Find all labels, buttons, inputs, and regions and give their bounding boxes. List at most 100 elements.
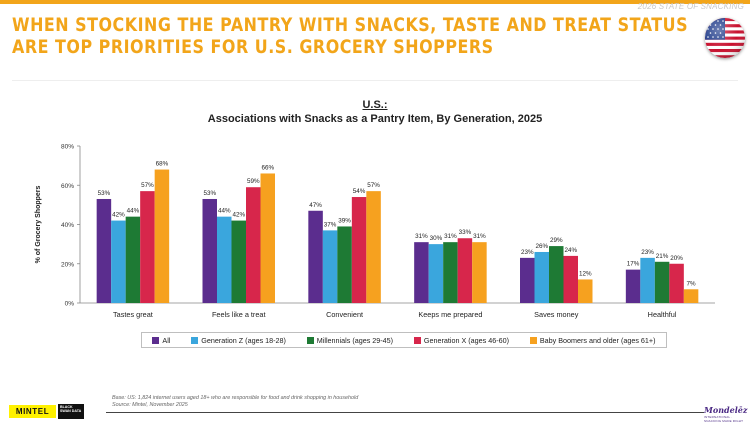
slide-tag: 2026 STATE OF SNACKING: [637, 2, 744, 11]
bar: [140, 191, 155, 303]
bar: [337, 226, 352, 303]
data-label: 29%: [550, 237, 563, 244]
bar: [308, 210, 323, 303]
data-label: 31%: [444, 233, 457, 240]
mondelez-logo: Mondelēz: [704, 405, 748, 415]
data-label: 24%: [564, 247, 577, 254]
footnote: Base: US: 1,824 internet users aged 18+ …: [112, 395, 358, 410]
data-label: 31%: [473, 233, 486, 240]
bar: [351, 197, 367, 303]
bar: [414, 242, 429, 303]
bar: [322, 230, 338, 303]
legend-label: Generation Z (ages 18-28): [201, 335, 286, 345]
data-label: 53%: [98, 190, 111, 197]
data-label: 59%: [247, 178, 260, 185]
data-label: 66%: [261, 164, 274, 171]
bar: [96, 198, 112, 303]
legend-swatch: [191, 336, 199, 344]
top-accent-bar: [0, 0, 750, 4]
bar: [443, 242, 458, 303]
bar: [654, 261, 670, 303]
bar: [111, 220, 126, 303]
x-tick-label: Saves money: [534, 310, 579, 319]
bar: [534, 251, 549, 303]
bar: [472, 242, 487, 303]
headline: WHEN STOCKING THE PANTRY WITH SNACKS, TA…: [12, 15, 689, 59]
bar: [549, 246, 564, 303]
legend-label: Baby Boomers and older (ages 61+): [539, 335, 656, 345]
data-label: 44%: [127, 208, 140, 215]
bar: [428, 244, 444, 303]
x-tick-label: Healthful: [648, 310, 677, 319]
data-label: 42%: [232, 212, 245, 219]
bar: [260, 173, 275, 303]
mintel-logo: MINTEL: [9, 405, 56, 418]
bar: [246, 187, 261, 303]
y-tick-label: 0%: [65, 301, 75, 308]
bar: [231, 220, 246, 303]
bar: [625, 269, 641, 303]
footnote-base: Base: US: 1,824 internet users aged 18+ …: [112, 395, 359, 401]
bar: [578, 279, 593, 303]
legend-swatch: [306, 336, 314, 344]
legend-label: Generation X (ages 46-60): [423, 335, 510, 345]
data-label: 44%: [218, 208, 231, 215]
data-label: 47%: [309, 202, 322, 209]
data-label: 30%: [430, 235, 443, 242]
data-label: 33%: [459, 229, 472, 236]
mondelez-logo-tagline: INTERNATIONAL · SNACKING MADE RIGHT: [704, 415, 744, 423]
data-label: 26%: [535, 243, 548, 250]
chart-subtitle: Associations with Snacks as a Pantry Ite…: [207, 113, 543, 125]
data-label: 31%: [415, 233, 428, 240]
bar: [202, 198, 217, 303]
bar: [217, 216, 232, 303]
legend-swatch: [152, 336, 160, 344]
us-flag-icon: [705, 18, 745, 58]
legend-item: Generation X (ages 46-60): [413, 335, 510, 345]
bar: [669, 263, 684, 303]
chart-title: U.S.:: [362, 99, 388, 111]
data-label: 53%: [203, 190, 216, 197]
headline-line-1: WHEN STOCKING THE PANTRY WITH SNACKS, TA…: [12, 15, 689, 36]
legend-item: All: [152, 336, 170, 345]
bar: [520, 257, 535, 303]
legend-item: Generation Z (ages 18-28): [191, 336, 286, 345]
black-swan-logo: BLACK SWAN DATA: [58, 404, 84, 419]
chart-legend: All Generation Z (ages 18-28) Millennials …: [141, 332, 667, 348]
x-tick-label: Feels like a treat: [212, 310, 266, 319]
bar: [683, 289, 699, 303]
x-tick-label: Tastes great: [113, 310, 153, 319]
data-label: 39%: [338, 217, 351, 224]
data-label: 57%: [367, 182, 380, 189]
data-label: 21%: [656, 253, 669, 260]
bar: [563, 255, 578, 303]
footnote-source: Source: Mintel, November 2025: [112, 402, 188, 409]
data-label: 54%: [353, 188, 366, 195]
bar: [457, 238, 473, 303]
legend-swatch: [529, 336, 537, 344]
bar: [640, 257, 655, 303]
legend-label: All: [162, 335, 171, 345]
y-tick-label: 60%: [61, 183, 74, 190]
data-label: 23%: [521, 249, 534, 256]
data-label: 20%: [670, 255, 683, 262]
bar: [125, 216, 141, 303]
legend-item: Millennials (ages 29-45): [306, 335, 394, 345]
y-axis-title: % of Grocery Shoppers: [35, 185, 42, 263]
x-tick-label: Keeps me prepared: [418, 310, 482, 319]
x-tick-label: Convenient: [326, 310, 363, 319]
data-label: 37%: [324, 221, 337, 228]
legend-label: Millennials (ages 29-45): [316, 335, 394, 345]
y-tick-label: 40%: [61, 222, 74, 229]
footer-divider: [106, 412, 704, 413]
bar: [154, 169, 170, 303]
header-divider: [12, 80, 738, 81]
headline-line-2: ARE TOP PRIORITIES FOR U.S. GROCERY SHOP…: [12, 37, 494, 58]
y-tick-label: 20%: [61, 261, 74, 268]
data-label: 23%: [641, 249, 654, 256]
legend-item: Baby Boomers and older (ages 61+): [529, 335, 656, 345]
y-tick-label: 80%: [61, 144, 74, 151]
data-label: 7%: [687, 280, 697, 287]
data-label: 42%: [112, 212, 125, 219]
